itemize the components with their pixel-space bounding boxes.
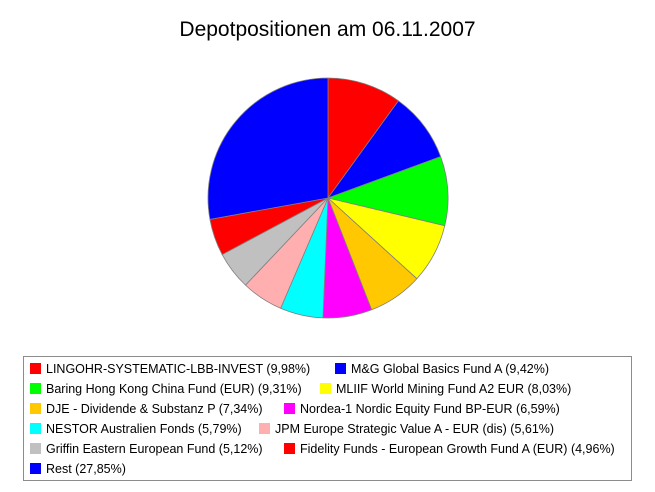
legend-item: Fidelity Funds - European Growth Fund A … bbox=[284, 440, 615, 458]
legend-item: JPM Europe Strategic Value A - EUR (dis)… bbox=[259, 420, 554, 438]
legend-label: Fidelity Funds - European Growth Fund A … bbox=[300, 442, 615, 456]
legend-item: Rest (27,85%) bbox=[30, 460, 126, 478]
legend-swatch bbox=[30, 403, 41, 414]
pie-slice bbox=[207, 77, 329, 220]
pie-slice bbox=[327, 77, 399, 200]
legend-swatch bbox=[320, 383, 331, 394]
legend-swatch bbox=[30, 363, 41, 374]
legend-item: Nordea-1 Nordic Equity Fund BP-EUR (6,59… bbox=[284, 400, 560, 418]
legend-item: NESTOR Australien Fonds (5,79%) bbox=[30, 420, 259, 438]
legend-item: LINGOHR-SYSTEMATIC-LBB-INVEST (9,98%) bbox=[30, 360, 335, 378]
legend-label: JPM Europe Strategic Value A - EUR (dis)… bbox=[275, 422, 555, 436]
legend-label: LINGOHR-SYSTEMATIC-LBB-INVEST (9,98%) bbox=[46, 362, 311, 376]
legend-swatch bbox=[284, 403, 295, 414]
legend-swatch bbox=[335, 363, 346, 374]
legend-swatch bbox=[30, 443, 41, 454]
legend-swatch bbox=[30, 423, 41, 434]
legend-label: Rest (27,85%) bbox=[46, 462, 126, 476]
legend-swatch bbox=[30, 463, 41, 474]
legend-label: DJE - Dividende & Substanz P (7,34%) bbox=[46, 402, 263, 416]
legend-item: Baring Hong Kong China Fund (EUR) (9,31%… bbox=[30, 380, 320, 398]
chart-legend: LINGOHR-SYSTEMATIC-LBB-INVEST (9,98%) M&G… bbox=[23, 356, 632, 481]
legend-swatch bbox=[259, 423, 270, 434]
legend-item: DJE - Dividende & Substanz P (7,34%) bbox=[30, 400, 284, 418]
chart-title: Depotpositionen am 06.11.2007 bbox=[179, 18, 476, 41]
legend-label: Griffin Eastern European Fund (5,12%) bbox=[46, 442, 263, 456]
legend-item: Griffin Eastern European Fund (5,12%) bbox=[30, 440, 284, 458]
legend-label: Nordea-1 Nordic Equity Fund BP-EUR (6,59… bbox=[300, 402, 560, 416]
legend-item: MLIIF World Mining Fund A2 EUR (8,03%) bbox=[320, 380, 571, 398]
legend-swatch bbox=[30, 383, 41, 394]
legend-label: MLIIF World Mining Fund A2 EUR (8,03%) bbox=[336, 382, 572, 396]
legend-label: Baring Hong Kong China Fund (EUR) (9,31%… bbox=[46, 382, 302, 396]
legend-item: M&G Global Basics Fund A (9,42%) bbox=[335, 360, 549, 378]
legend-label: M&G Global Basics Fund A (9,42%) bbox=[351, 362, 550, 376]
legend-swatch bbox=[284, 443, 295, 454]
legend-label: NESTOR Australien Fonds (5,79%) bbox=[46, 422, 242, 436]
